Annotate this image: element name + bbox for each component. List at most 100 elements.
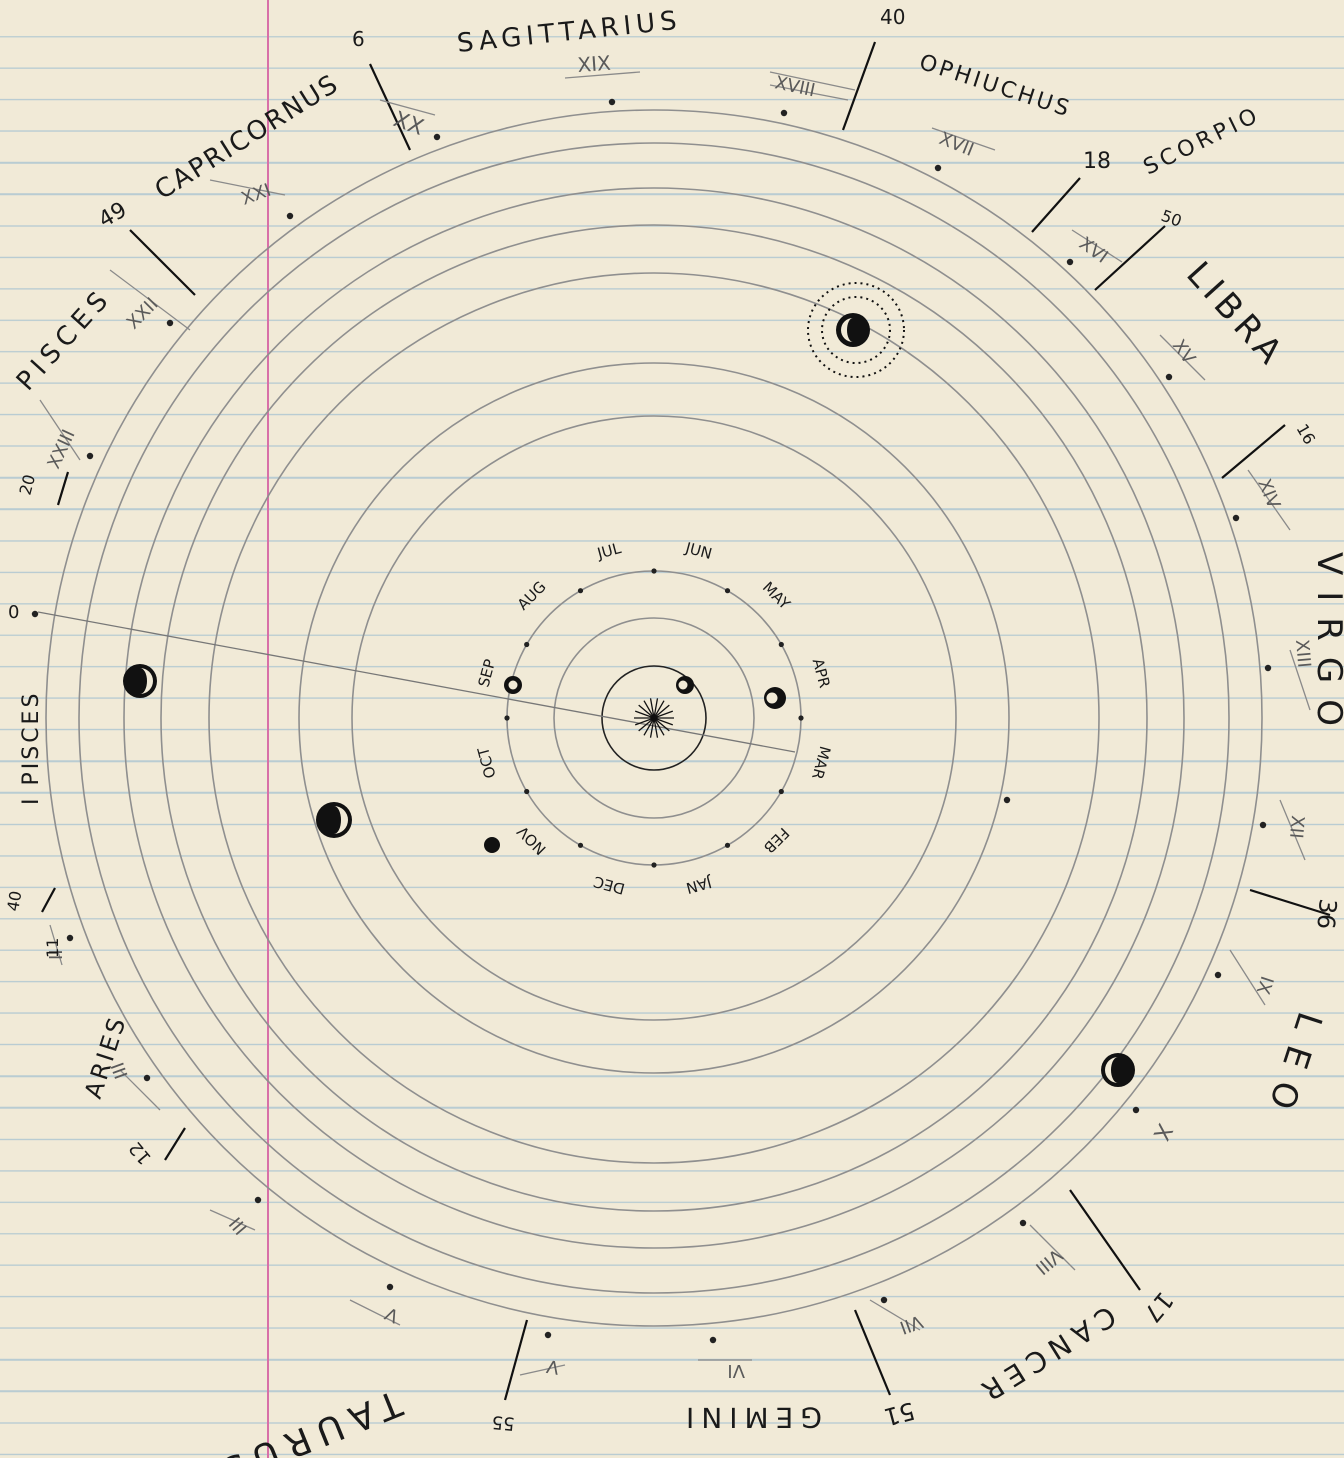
boundary-number: 16 — [1293, 421, 1320, 448]
month-label: JUL — [594, 539, 623, 563]
label-virgo: VIRGO — [1309, 552, 1344, 742]
boundary-number: 11 — [43, 938, 62, 958]
boundary-tick — [1031, 177, 1081, 233]
planet-phase — [140, 668, 153, 694]
sun-ray — [634, 710, 655, 719]
position-dot — [1132, 1106, 1140, 1114]
month-dot — [778, 641, 784, 648]
month-dot — [778, 788, 784, 795]
numeral-label: XVI — [1075, 233, 1112, 268]
label-gemini: GEMINI — [679, 1401, 822, 1434]
label-pisces: PISCES — [11, 282, 118, 396]
sun-ray — [638, 717, 655, 732]
boundary-number: 40 — [3, 889, 25, 912]
month-label: SEP — [475, 657, 500, 689]
sun-ray — [638, 704, 655, 719]
boundary-number: 20 — [16, 472, 40, 497]
orbit-ring — [553, 617, 755, 819]
zodiac-boundary-ticks — [41, 41, 1331, 1401]
roman-numeral-labels: XIX XX XXI XXII XXIII XVIII XVII XVI XV … — [43, 51, 1314, 1381]
label-sagittarius: SAGITTARIUS — [456, 6, 683, 59]
month-label: MAR — [808, 744, 834, 781]
numeral-label: XXIII — [43, 426, 79, 472]
numeral-label: XV — [1168, 336, 1200, 369]
position-dot — [1003, 796, 1011, 804]
outer-position-dots — [31, 98, 1272, 1344]
boundary-tick — [1221, 424, 1286, 479]
month-label: JUN — [683, 538, 714, 563]
boundary-number: 55 — [491, 1411, 516, 1434]
orbit-ring — [78, 142, 1230, 1294]
boundary-number: 40 — [880, 5, 905, 29]
numeral-label: III — [108, 1059, 133, 1081]
sun-ray — [653, 717, 659, 738]
position-dot — [31, 610, 39, 618]
label-cancer: CANCER — [970, 1299, 1122, 1411]
position-dot — [934, 164, 942, 172]
numeral-label: XIX — [577, 51, 612, 77]
numeral-label: V — [544, 1355, 560, 1378]
numeral-label: XIII — [1291, 639, 1314, 669]
month-label: OCT — [474, 744, 500, 780]
boundary-tick — [503, 1319, 529, 1401]
sun-ray — [634, 717, 655, 726]
numeral-label: VIII — [1031, 1244, 1066, 1278]
boundary-number: 6 — [352, 27, 365, 51]
position-dot — [1259, 821, 1267, 829]
month-dot — [724, 588, 731, 594]
position-dot — [1264, 664, 1272, 672]
position-dot — [86, 452, 94, 460]
ringed-planet-icon — [836, 313, 870, 347]
sun-ray — [643, 717, 655, 736]
planets — [123, 282, 1135, 1087]
sun-ray — [653, 704, 670, 719]
numeral-label: V — [381, 1302, 402, 1327]
boundary-number: 12 — [125, 1137, 156, 1168]
month-dot — [504, 715, 510, 721]
orbit-ring — [208, 272, 1100, 1164]
sun-ray — [643, 700, 655, 719]
orbit-ring — [45, 109, 1263, 1327]
label-ophiuchus: OPHIUCHUS — [916, 50, 1075, 123]
numeral-label: XVII — [936, 128, 977, 161]
position-dot — [1165, 373, 1173, 381]
position-dot — [608, 98, 616, 106]
label-aries: ARIES — [79, 1012, 132, 1102]
position-dot — [66, 934, 74, 942]
month-dots — [504, 568, 804, 868]
month-label: MAY — [759, 578, 794, 613]
month-label: APR — [809, 657, 834, 690]
numeral-label: IX — [1252, 973, 1277, 996]
planet-phase — [841, 318, 853, 342]
sun-icon — [634, 698, 674, 738]
month-dot — [798, 715, 804, 721]
numeral-label: XXII — [123, 294, 163, 334]
label-i-pisces: I PISCES — [19, 691, 44, 805]
numeral-label: X — [1148, 1119, 1177, 1144]
boundary-tick — [129, 229, 196, 296]
position-dot — [1019, 1219, 1027, 1227]
orbit-ring — [298, 362, 1010, 1074]
month-label: FEB — [760, 824, 793, 857]
planet-icon — [484, 837, 500, 853]
constellation-labels: SAGITTARIUS CAPRICORNUS PISCES I PISCES … — [11, 6, 1344, 1458]
numeral-label: XXI — [239, 180, 274, 210]
month-dot — [651, 862, 657, 868]
boundary-tick — [164, 1127, 186, 1161]
position-dot — [254, 1196, 262, 1204]
planet-ring — [807, 282, 905, 378]
sector-marks — [39, 71, 1311, 1376]
planet-ring — [821, 296, 891, 364]
numeral-label: XIV — [1253, 476, 1284, 512]
boundary-tick — [1249, 888, 1331, 917]
boundary-tick — [1094, 225, 1166, 291]
inner-sun-ring — [601, 665, 707, 771]
boundary-number: 36 — [1311, 897, 1342, 930]
orbit-rings — [45, 109, 1263, 1327]
margin-line — [267, 0, 269, 1458]
sun-ray — [653, 717, 674, 726]
boundary-number: 18 — [1083, 149, 1111, 174]
numeral-label: XVIII — [773, 72, 817, 101]
sun-ray — [653, 717, 670, 732]
boundary-tick — [56, 471, 70, 506]
